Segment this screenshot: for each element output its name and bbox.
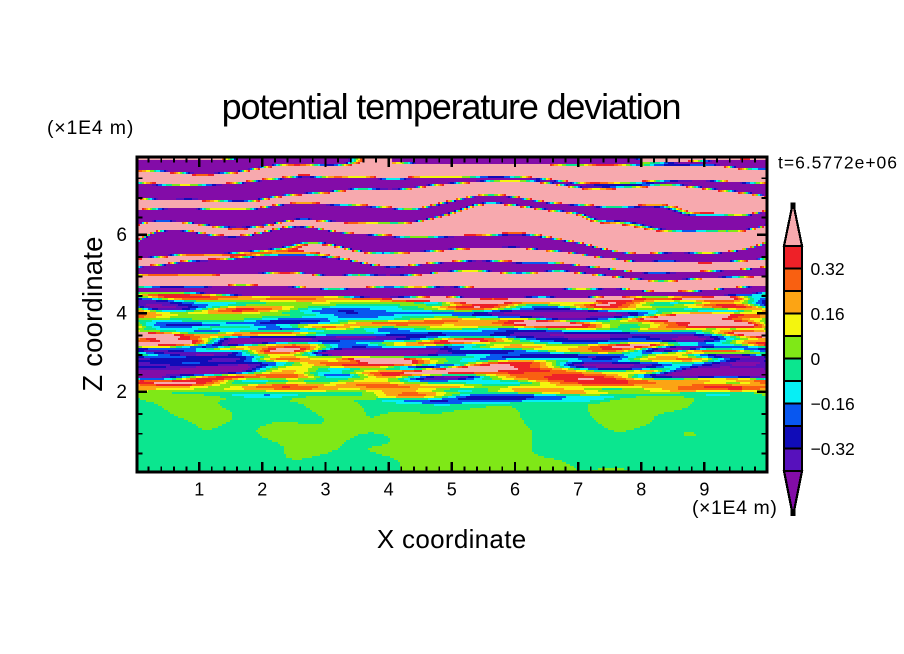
svg-text:6: 6 — [116, 225, 127, 246]
svg-text:1: 1 — [194, 480, 204, 500]
svg-text:X coordinate: X coordinate — [377, 524, 527, 554]
svg-text:3: 3 — [320, 480, 330, 500]
svg-text:9: 9 — [699, 480, 709, 500]
svg-text:2: 2 — [116, 382, 127, 403]
svg-text:8: 8 — [636, 480, 646, 500]
svg-text:(×1E4 m): (×1E4 m) — [47, 117, 134, 139]
svg-text:6: 6 — [510, 480, 520, 500]
svg-text:−0.16: −0.16 — [811, 394, 855, 414]
svg-text:0.32: 0.32 — [811, 259, 845, 279]
svg-text:0.16: 0.16 — [811, 304, 845, 324]
svg-text:4: 4 — [116, 304, 127, 325]
svg-text:5: 5 — [447, 480, 457, 500]
svg-text:t=6.5772e+06: t=6.5772e+06 — [778, 153, 898, 173]
svg-text:(×1E4 m): (×1E4 m) — [692, 497, 778, 519]
svg-text:−0.32: −0.32 — [811, 439, 855, 459]
svg-text:potential temperature deviatio: potential temperature deviation — [222, 86, 681, 127]
svg-text:4: 4 — [384, 480, 394, 500]
svg-text:2: 2 — [257, 480, 267, 500]
svg-text:0: 0 — [811, 349, 821, 369]
svg-text:7: 7 — [573, 480, 583, 500]
svg-text:Z coordinate: Z coordinate — [77, 236, 108, 391]
